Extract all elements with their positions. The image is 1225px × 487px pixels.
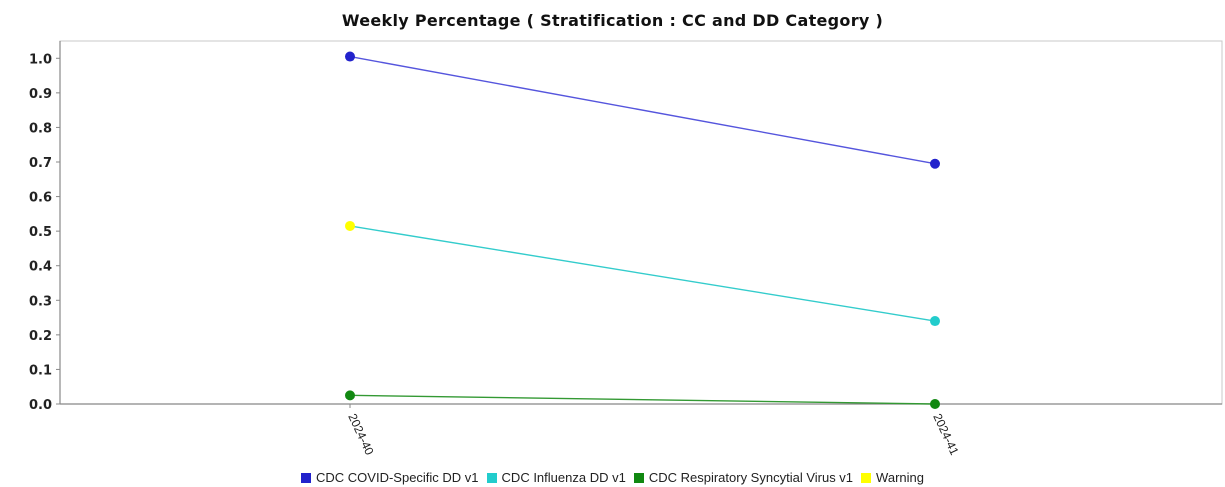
warning-point: [345, 220, 355, 231]
data-point: [930, 316, 940, 327]
chart-title: Weekly Percentage ( Stratification : CC …: [341, 11, 884, 30]
legend-swatch: [633, 472, 644, 483]
y-tick-label: 0.6: [29, 191, 52, 206]
plot-area: [59, 40, 1223, 405]
x-tick-label: 2024-40: [345, 411, 376, 457]
legend-item: CDC Respiratory Syncytial Virus v1: [633, 470, 854, 485]
data-point: [930, 399, 940, 409]
y-tick-label: 1.0: [29, 52, 52, 67]
legend: CDC COVID-Specific DD v1 CDC Influenza DD…: [0, 470, 1225, 485]
y-tick-label: 0.2: [29, 329, 52, 344]
y-tick-label: 0.0: [29, 398, 52, 413]
data-point: [345, 51, 355, 62]
y-tick-label: 0.4: [29, 260, 52, 275]
legend-item: CDC COVID-Specific DD v1: [301, 470, 479, 485]
series-layer: [345, 51, 940, 409]
series-line: [349, 225, 936, 322]
y-tick-label: 0.1: [29, 363, 52, 378]
y-tick-label: 0.7: [29, 156, 52, 171]
legend-label: Warning: [876, 470, 924, 485]
y-tick-label: 0.9: [29, 87, 52, 102]
data-point: [345, 390, 355, 401]
legend-swatch: [301, 472, 312, 483]
y-tick-label: 0.5: [29, 225, 52, 240]
legend-swatch: [861, 472, 872, 483]
series-line: [349, 394, 936, 405]
y-tick-label: 0.8: [29, 121, 52, 136]
series-line: [349, 55, 936, 165]
legend-swatch: [486, 472, 497, 483]
y-tick-label: 0.3: [29, 294, 52, 309]
x-tick-label: 2024-41: [930, 411, 961, 457]
legend-item: CDC Influenza DD v1: [486, 470, 626, 485]
axis-layer: [56, 40, 1223, 408]
legend-label: CDC Respiratory Syncytial Virus v1: [648, 470, 854, 485]
line-chart: 0.0 0.1 0.2 0.3 0.4 0.5 0.6 0.7 0.8 0.9 1.0 2024-40…: [29, 40, 1223, 457]
legend-label: CDC Influenza DD v1: [501, 470, 626, 485]
legend-label: CDC COVID-Specific DD v1: [316, 470, 479, 485]
legend-item: Warning: [861, 470, 924, 485]
data-point: [930, 158, 940, 169]
